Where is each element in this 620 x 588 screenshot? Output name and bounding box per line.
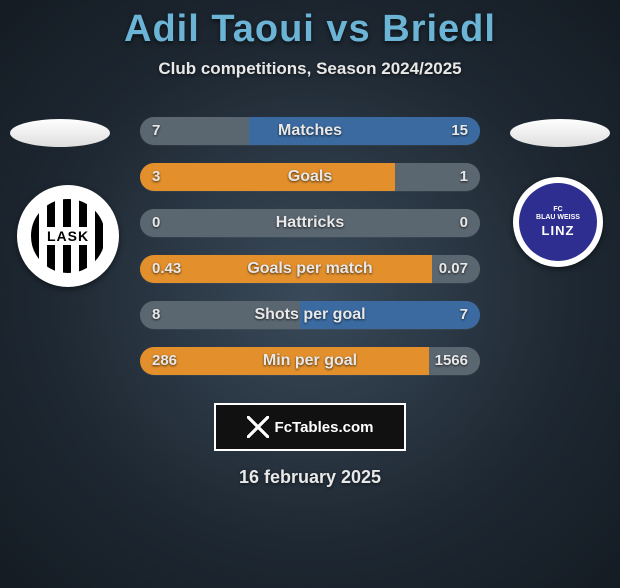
stat-label: Goals <box>140 163 480 191</box>
stat-label: Min per goal <box>140 347 480 375</box>
stat-label: Matches <box>140 117 480 145</box>
stat-row: 31Goals <box>140 163 480 191</box>
ellipse-right <box>510 119 610 147</box>
stat-row: 2861566Min per goal <box>140 347 480 375</box>
team-badge-left-label: LASK <box>43 227 93 245</box>
team-badge-right-top: FC <box>553 206 562 214</box>
stat-label: Hattricks <box>140 209 480 237</box>
brand-logo-icon <box>247 416 269 438</box>
team-badge-right-mid: BLAU WEISS <box>536 214 580 222</box>
stat-bars: 715Matches 31Goals 00Hattricks 0.430.07Goal… <box>140 117 480 393</box>
brand-box: FcTables.com <box>214 403 406 451</box>
date-line: 16 february 2025 <box>0 467 620 488</box>
stats-area: LASK FC BLAU WEISS LINZ 715Matches 31Goal… <box>0 105 620 385</box>
team-badge-left: LASK <box>17 185 119 287</box>
stat-row: 00Hattricks <box>140 209 480 237</box>
stat-label: Shots per goal <box>140 301 480 329</box>
stat-label: Goals per match <box>140 255 480 283</box>
stat-row: 0.430.07Goals per match <box>140 255 480 283</box>
page-title: Adil Taoui vs Briedl <box>0 8 620 51</box>
stat-row: 87Shots per goal <box>140 301 480 329</box>
team-badge-right: FC BLAU WEISS LINZ <box>513 177 603 267</box>
subtitle: Club competitions, Season 2024/2025 <box>0 59 620 79</box>
ellipse-left <box>10 119 110 147</box>
team-badge-right-linz: LINZ <box>542 224 575 238</box>
brand-text: FcTables.com <box>275 419 374 436</box>
stat-row: 715Matches <box>140 117 480 145</box>
